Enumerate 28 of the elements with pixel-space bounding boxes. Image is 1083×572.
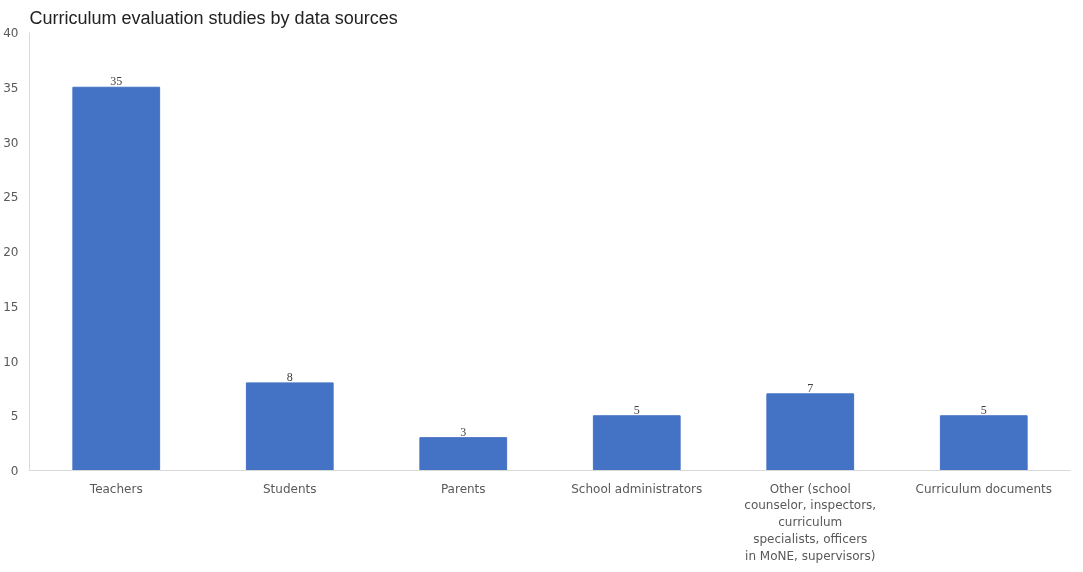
- bar: [592, 415, 681, 471]
- y-tick-label: 30: [3, 135, 19, 150]
- data-label: 5: [980, 402, 987, 417]
- bar: [72, 86, 161, 471]
- data-label: 5: [633, 402, 640, 417]
- y-tick-label: 35: [3, 80, 19, 95]
- y-tick-label: 0: [10, 464, 19, 478]
- x-tick-label: Students: [263, 481, 317, 496]
- x-tick-label: School administrators: [571, 481, 703, 496]
- data-label: 35: [110, 74, 123, 89]
- data-label: 3: [460, 424, 467, 439]
- y-tick-label: 15: [3, 299, 19, 314]
- bar: [419, 437, 508, 471]
- bar: [939, 415, 1028, 471]
- y-tick-label: 5: [10, 409, 19, 424]
- x-tick-label: Teachers: [88, 481, 143, 496]
- y-tick-label: 40: [3, 26, 19, 40]
- y-tick-label: 25: [3, 190, 19, 205]
- bar: [766, 393, 855, 471]
- data-label: 7: [807, 380, 814, 395]
- y-tick-label: 20: [3, 245, 19, 259]
- x-tick-label: Other (school counselor, inspectors, curriculum specialists, officers in MoNE, supervisors): [744, 481, 877, 563]
- x-tick-label: Curriculum documents: [915, 481, 1052, 496]
- data-label: 8: [286, 369, 293, 384]
- x-tick-label: Parents: [440, 481, 486, 496]
- bar: [245, 382, 334, 471]
- chart-title: Curriculum evaluation studies by data sources: [29, 7, 398, 28]
- y-tick-label: 10: [3, 354, 19, 369]
